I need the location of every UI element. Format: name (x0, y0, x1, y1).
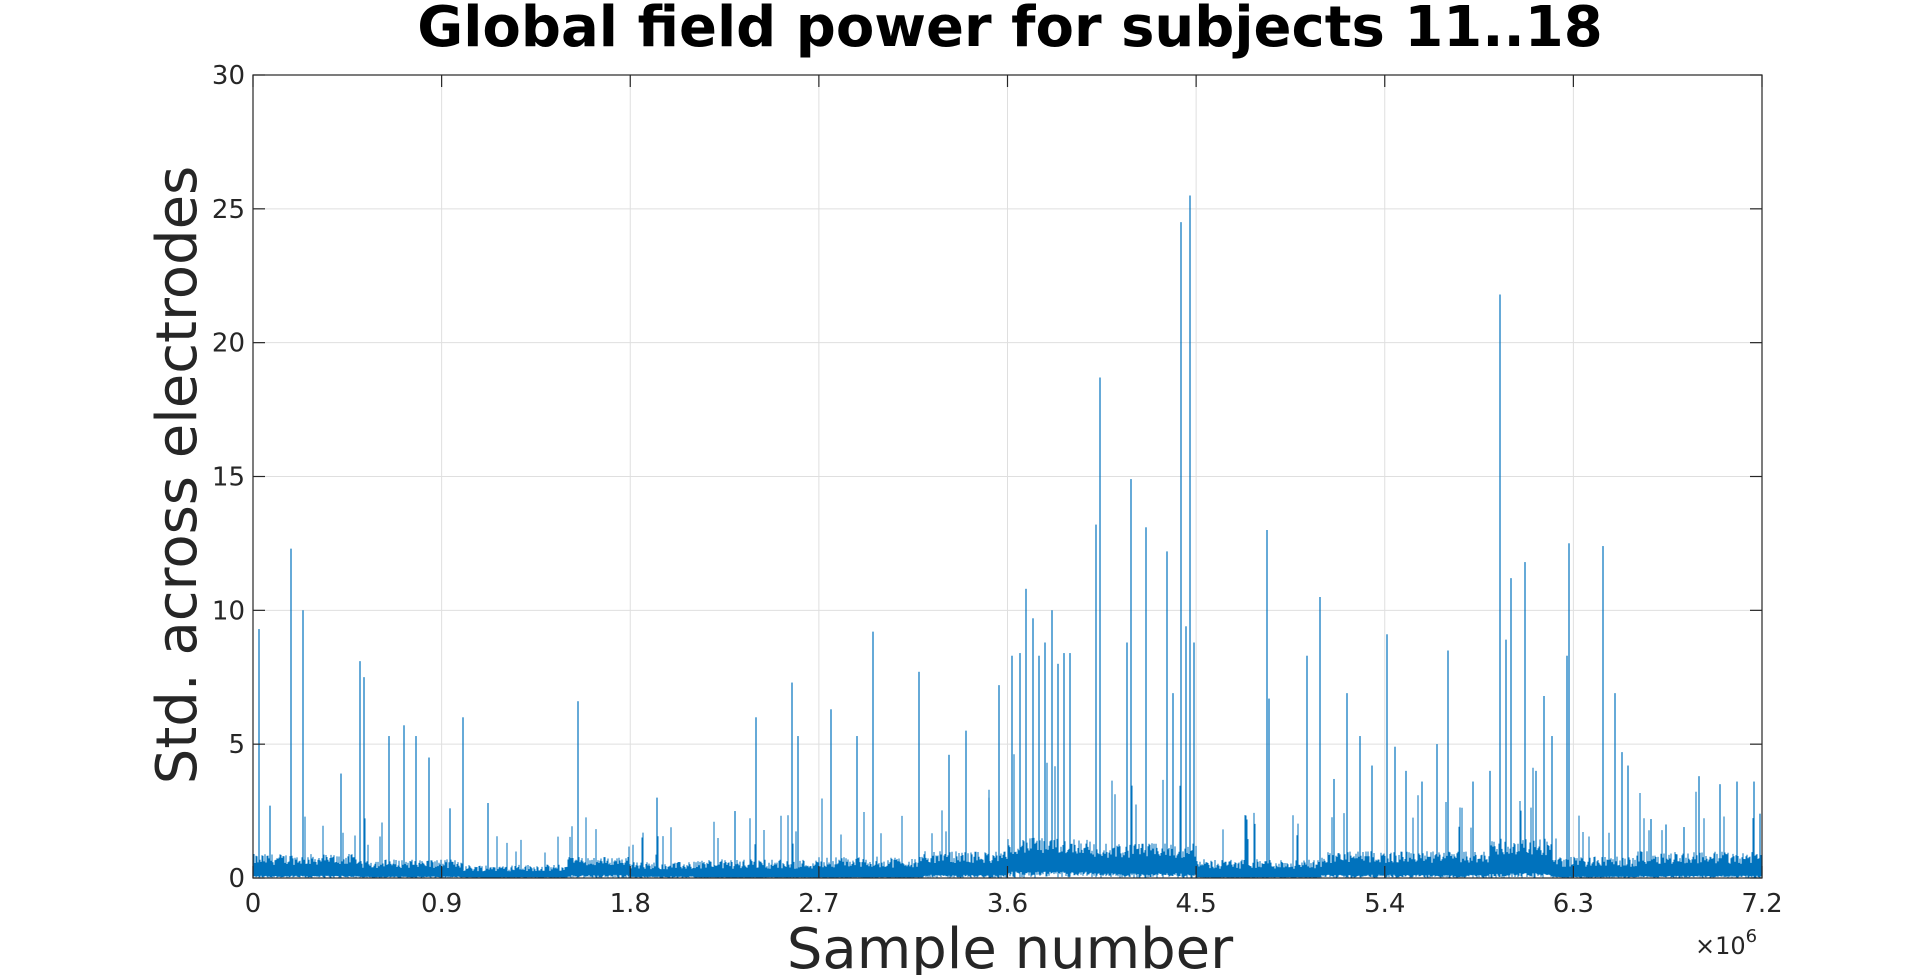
y-tick-label: 0 (228, 864, 245, 894)
x-tick-label: 1.8 (610, 889, 651, 919)
y-tick-label: 30 (212, 61, 245, 91)
y-tick-label: 15 (212, 463, 245, 493)
x-tick-label: 4.5 (1175, 889, 1216, 919)
y-tick-label: 5 (228, 730, 245, 760)
data-series (252, 195, 1763, 878)
y-tick-label: 10 (212, 596, 245, 626)
x-exponent-power: 6 (1746, 926, 1757, 947)
x-tick-label: 6.3 (1553, 889, 1594, 919)
tick-marks (252, 74, 1763, 879)
x-tick-label: 0 (245, 889, 262, 919)
x-tick-label: 5.4 (1364, 889, 1405, 919)
x-tick-label: 0.9 (421, 889, 462, 919)
x-tick-label: 3.6 (987, 889, 1028, 919)
y-tick-label: 25 (212, 195, 245, 225)
chart-title: Global field power for subjects 11..18 (417, 0, 1602, 60)
x-tick-labels: 0 0.9 1.8 2.7 3.6 4.5 5.4 6.3 7.2 (245, 889, 1783, 919)
x-axis-label: Sample number (787, 917, 1234, 975)
y-tick-label: 20 (212, 329, 245, 359)
x-tick-label: 2.7 (798, 889, 839, 919)
x-axis-exponent: ×106 (1695, 926, 1757, 960)
y-axis-label: Std. across electrodes (145, 166, 210, 784)
y-tick-labels: 0 5 10 15 20 25 30 (212, 61, 245, 894)
x-tick-label: 7.2 (1741, 889, 1782, 919)
x-exponent-base: ×10 (1695, 932, 1746, 960)
